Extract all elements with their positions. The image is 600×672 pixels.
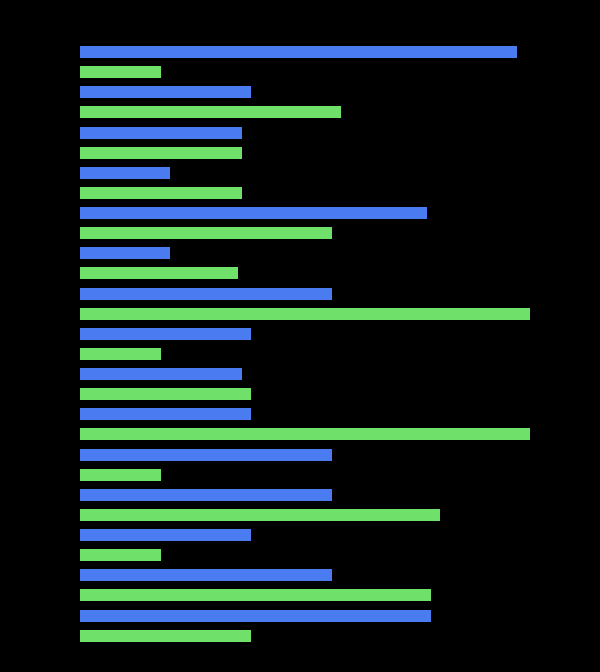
- bar-6: [80, 167, 170, 179]
- bar-27: [80, 589, 431, 601]
- bar-7: [80, 187, 242, 199]
- bar-26: [80, 569, 332, 581]
- bar-16: [80, 368, 242, 380]
- bar-8: [80, 207, 427, 219]
- bar-15: [80, 348, 161, 360]
- bar-28: [80, 610, 431, 622]
- bar-23: [80, 509, 440, 521]
- bar-9: [80, 227, 332, 239]
- bar-20: [80, 449, 332, 461]
- bar-25: [80, 549, 161, 561]
- bar-1: [80, 66, 161, 78]
- bar-22: [80, 489, 332, 501]
- bar-13: [80, 308, 530, 320]
- bar-2: [80, 86, 251, 98]
- bar-14: [80, 328, 251, 340]
- horizontal-bar-chart: [80, 46, 530, 642]
- bar-12: [80, 288, 332, 300]
- bar-0: [80, 46, 517, 58]
- bar-10: [80, 247, 170, 259]
- bar-3: [80, 106, 341, 118]
- bar-17: [80, 388, 251, 400]
- bar-29: [80, 630, 251, 642]
- bar-21: [80, 469, 161, 481]
- bar-5: [80, 147, 242, 159]
- bar-4: [80, 127, 242, 139]
- bar-24: [80, 529, 251, 541]
- bar-18: [80, 408, 251, 420]
- bar-19: [80, 428, 530, 440]
- bar-11: [80, 267, 238, 279]
